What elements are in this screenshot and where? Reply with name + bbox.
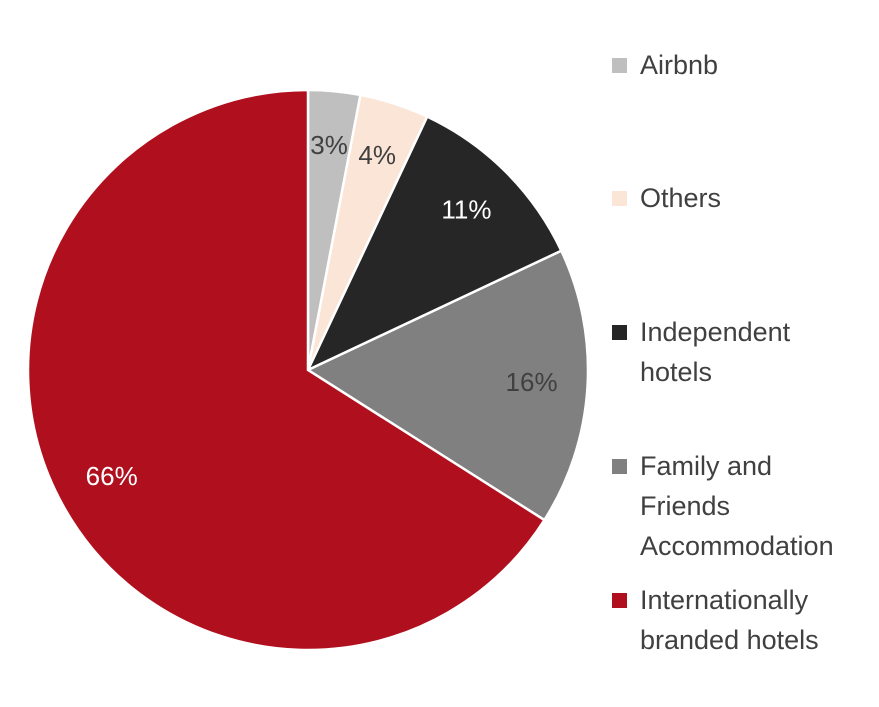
data-label: 3% bbox=[310, 130, 348, 160]
pie-slice bbox=[26, 88, 547, 652]
legend-item: Others bbox=[612, 178, 840, 218]
data-label: 16% bbox=[506, 367, 558, 397]
legend-swatch bbox=[612, 58, 627, 73]
legend-item: Family and Friends Accommodation bbox=[612, 446, 840, 566]
legend-swatch bbox=[612, 191, 627, 206]
legend-swatch bbox=[612, 593, 627, 608]
data-label: 66% bbox=[86, 461, 138, 491]
legend-label: Internationally branded hotels bbox=[640, 585, 819, 655]
legend-swatch bbox=[612, 325, 627, 340]
legend-swatch bbox=[612, 459, 627, 474]
legend-item: Internationally branded hotels bbox=[612, 580, 840, 660]
data-label: 11% bbox=[441, 194, 491, 224]
legend-item: Independent hotels bbox=[612, 312, 840, 392]
legend-item: Airbnb bbox=[612, 45, 840, 85]
pie-slice bbox=[305, 249, 590, 522]
legend-label: Independent hotels bbox=[640, 317, 791, 387]
data-label: 4% bbox=[358, 140, 396, 170]
legend-label: Airbnb bbox=[640, 50, 719, 80]
legend-label: Others bbox=[640, 183, 722, 213]
pie-slice bbox=[305, 114, 564, 373]
legend-label: Family and Friends Accommodation bbox=[640, 451, 834, 561]
